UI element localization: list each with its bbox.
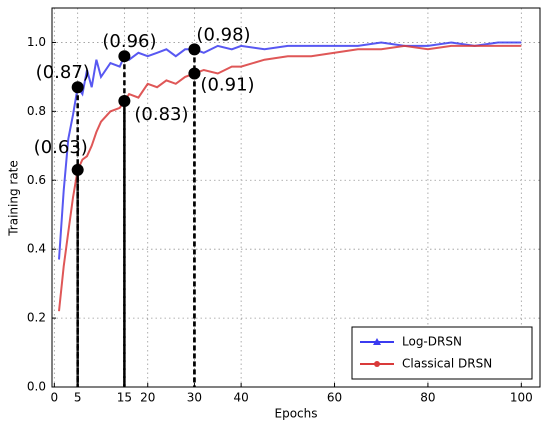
x-tick-label: 30 bbox=[187, 391, 202, 405]
x-tick-label: 0 bbox=[51, 391, 59, 405]
legend-marker bbox=[374, 361, 380, 367]
annotation-label: (0.91) bbox=[200, 74, 254, 95]
annotation-dot bbox=[188, 43, 201, 56]
y-tick-label: 0.4 bbox=[27, 242, 46, 256]
x-tick-label: 20 bbox=[140, 391, 155, 405]
x-tick-label: 15 bbox=[117, 391, 132, 405]
legend-box bbox=[351, 326, 533, 380]
legend-marker bbox=[373, 338, 381, 345]
annotation-label: (0.63) bbox=[34, 137, 88, 158]
x-axis-label: Epochs bbox=[275, 407, 318, 421]
series-line bbox=[58, 44, 522, 312]
legend-label: Classical DRSN bbox=[402, 357, 492, 371]
y-tick-label: 1.0 bbox=[27, 35, 46, 49]
annotation-label: (0.98) bbox=[196, 24, 250, 45]
y-tick-label: 0.0 bbox=[27, 380, 46, 394]
y-tick-label: 0.8 bbox=[27, 104, 46, 118]
annotation-label: (0.96) bbox=[102, 31, 156, 52]
x-tick-label: 5 bbox=[74, 391, 82, 405]
annotation-dot bbox=[188, 67, 201, 80]
y-tick-label: 0.6 bbox=[27, 173, 46, 187]
plot-frame bbox=[51, 7, 541, 388]
x-tick-label: 40 bbox=[233, 391, 248, 405]
annotation-label: (0.87) bbox=[36, 62, 90, 83]
annotation-dot bbox=[118, 50, 131, 63]
x-tick-label: 80 bbox=[420, 391, 435, 405]
y-tick-label: 0.2 bbox=[27, 311, 46, 325]
x-tick-label: 100 bbox=[510, 391, 533, 405]
annotation-dot bbox=[71, 81, 84, 94]
series-line bbox=[58, 41, 522, 260]
annotation-dot bbox=[71, 163, 84, 176]
x-tick-label: 60 bbox=[327, 391, 342, 405]
legend-label: Log-DRSN bbox=[402, 335, 462, 349]
annotation-label: (0.83) bbox=[134, 104, 188, 125]
y-axis-label: Training rate bbox=[7, 160, 21, 237]
annotation-dot bbox=[118, 95, 131, 108]
